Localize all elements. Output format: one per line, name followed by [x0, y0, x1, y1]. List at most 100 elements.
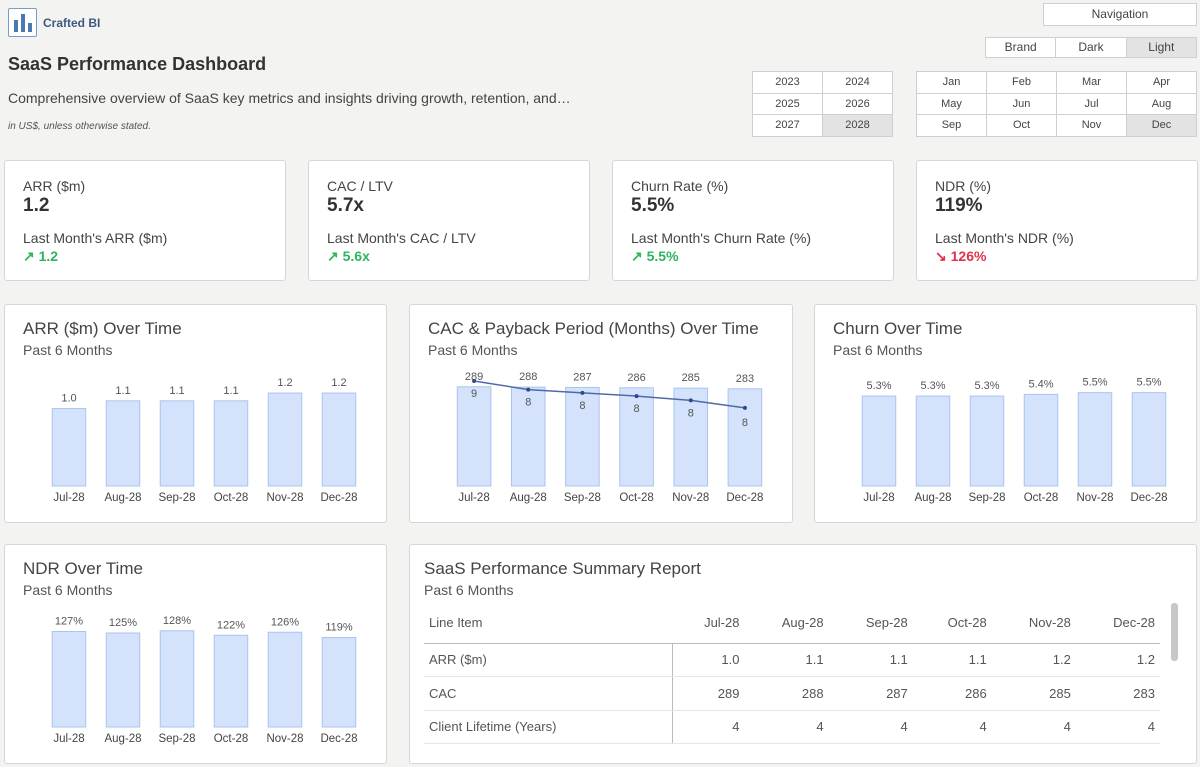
table-cell: 4	[912, 710, 992, 744]
theme-selector: Brand Dark Light	[985, 37, 1197, 58]
bar	[1077, 392, 1113, 487]
column-header: Oct-28	[912, 603, 992, 644]
kpi-last-value: ↗ 5.5%	[631, 248, 679, 264]
data-label: 285	[682, 372, 700, 384]
table-cell: 1.1	[912, 643, 992, 677]
bar	[619, 387, 654, 487]
year-button[interactable]: 2028	[823, 115, 893, 137]
line-point	[742, 405, 747, 410]
bar-chart-logo-icon	[8, 8, 37, 37]
chart-subtitle: Past 6 Months	[23, 342, 113, 358]
line-label: 8	[525, 397, 531, 409]
month-button[interactable]: Feb	[987, 72, 1057, 94]
chart-title: CAC & Payback Period (Months) Over Time	[428, 319, 759, 338]
x-tick-label: Oct-28	[1024, 492, 1059, 504]
month-button[interactable]: Apr	[1127, 72, 1197, 94]
bar	[321, 637, 357, 728]
bar	[51, 408, 87, 487]
chart-svg: 289 Jul-28 288 Aug-28 287 Sep-28 286 Oct-28 285 N…	[456, 371, 763, 504]
year-selector: 2023 2024 2025 2026 2027 2028	[752, 71, 893, 137]
month-button[interactable]: Jan	[917, 72, 987, 94]
data-label: 5.3%	[920, 380, 945, 392]
theme-light-button[interactable]: Light	[1126, 38, 1196, 57]
table-row: CAC 289 288 287 286 285 283	[424, 676, 1160, 711]
bar	[159, 630, 195, 728]
year-button[interactable]: 2023	[753, 72, 823, 94]
bar	[1131, 392, 1167, 487]
month-button[interactable]: Jun	[987, 93, 1057, 115]
theme-brand-button[interactable]: Brand	[986, 38, 1057, 57]
data-label: 1.0	[61, 393, 76, 405]
table-cell: 4	[828, 710, 913, 744]
month-button[interactable]: May	[917, 93, 987, 115]
table-cell: 286	[912, 676, 992, 711]
kpi-last-label: Last Month's ARR ($m)	[23, 230, 168, 246]
table-cell: 4	[991, 710, 1076, 744]
bar	[565, 386, 600, 487]
line-label: 8	[634, 403, 640, 415]
column-header: Line Item	[424, 603, 672, 644]
chart-svg: 127% Jul-28 125% Aug-28 128% Sep-28 122% Oct-28…	[51, 615, 358, 745]
x-tick-label: Sep-28	[564, 492, 601, 504]
chart-title: ARR ($m) Over Time	[23, 319, 182, 338]
year-button[interactable]: 2025	[753, 93, 823, 115]
bar	[159, 400, 195, 487]
data-label: 125%	[109, 617, 137, 629]
x-tick-label: Sep-28	[968, 492, 1005, 504]
month-button[interactable]: Jul	[1057, 93, 1127, 115]
month-button[interactable]: Aug	[1127, 93, 1197, 115]
chart-svg: 5.3% Jul-28 5.3% Aug-28 5.3% Sep-28 5.4% Oct-28…	[861, 377, 1168, 504]
data-label: 283	[736, 373, 754, 385]
summary-subtitle: Past 6 Months	[424, 582, 514, 598]
chart-subtitle: Past 6 Months	[23, 582, 113, 598]
month-button[interactable]: Dec	[1127, 115, 1197, 137]
navigation-button[interactable]: Navigation	[1043, 3, 1197, 26]
summary-report-panel: SaaS Performance Summary Report Past 6 M…	[409, 544, 1197, 764]
table-cell: 1.2	[1075, 643, 1160, 677]
year-button[interactable]: 2024	[823, 72, 893, 94]
x-tick-label: Jul-28	[458, 492, 489, 504]
table-scrollbar[interactable]	[1171, 603, 1178, 661]
table-row: ARR ($m) 1.0 1.1 1.1 1.1 1.2 1.2	[424, 643, 1160, 677]
data-label: 5.4%	[1028, 378, 1053, 390]
x-tick-label: Sep-28	[158, 733, 195, 745]
bar	[456, 386, 492, 487]
data-label: 1.2	[277, 377, 292, 389]
month-button[interactable]: Mar	[1057, 72, 1127, 94]
month-button[interactable]: Sep	[917, 115, 987, 137]
summary-title: SaaS Performance Summary Report	[424, 559, 701, 578]
theme-dark-button[interactable]: Dark	[1056, 38, 1127, 57]
year-button[interactable]: 2026	[823, 93, 893, 115]
line-point	[688, 398, 693, 403]
churn-chart-panel: Churn Over Time Past 6 Months 5.3% Jul-28…	[814, 304, 1197, 523]
kpi-label: Churn Rate (%)	[631, 178, 729, 194]
bar	[673, 387, 709, 487]
data-label: 288	[519, 371, 537, 383]
table-cell: 287	[828, 676, 913, 711]
payback-line	[473, 380, 746, 409]
table-cell: 288	[744, 676, 829, 711]
month-selector: Jan Feb Mar Apr May Jun Jul Aug Sep Oct …	[916, 71, 1197, 137]
x-tick-label: Aug-28	[104, 733, 141, 745]
x-tick-label: Aug-28	[104, 492, 141, 504]
x-tick-label: Dec-28	[320, 492, 357, 504]
kpi-last-value: ↘ 126%	[935, 248, 987, 264]
column-header: Sep-28	[828, 603, 913, 644]
bar	[321, 392, 357, 487]
line-point	[472, 379, 477, 383]
data-label: 122%	[217, 619, 245, 631]
line-point	[526, 387, 531, 392]
kpi-last-label: Last Month's CAC / LTV	[327, 230, 476, 246]
chart-title: Churn Over Time	[833, 319, 963, 338]
table-cell: 4	[672, 710, 745, 744]
kpi-label: CAC / LTV	[327, 178, 393, 194]
bar	[510, 386, 546, 487]
table-row: Client Lifetime (Years) 4 4 4 4 4 4	[424, 710, 1160, 744]
chart-svg: 1.0 Jul-28 1.1 Aug-28 1.1 Sep-28 1.1 Oct-28 1.2 N…	[51, 377, 358, 504]
month-button[interactable]: Oct	[987, 115, 1057, 137]
bar	[213, 634, 249, 728]
table-cell: 1.1	[744, 643, 829, 677]
year-button[interactable]: 2027	[753, 115, 823, 137]
kpi-last-value: ↗ 5.6x	[327, 248, 370, 264]
month-button[interactable]: Nov	[1057, 115, 1127, 137]
